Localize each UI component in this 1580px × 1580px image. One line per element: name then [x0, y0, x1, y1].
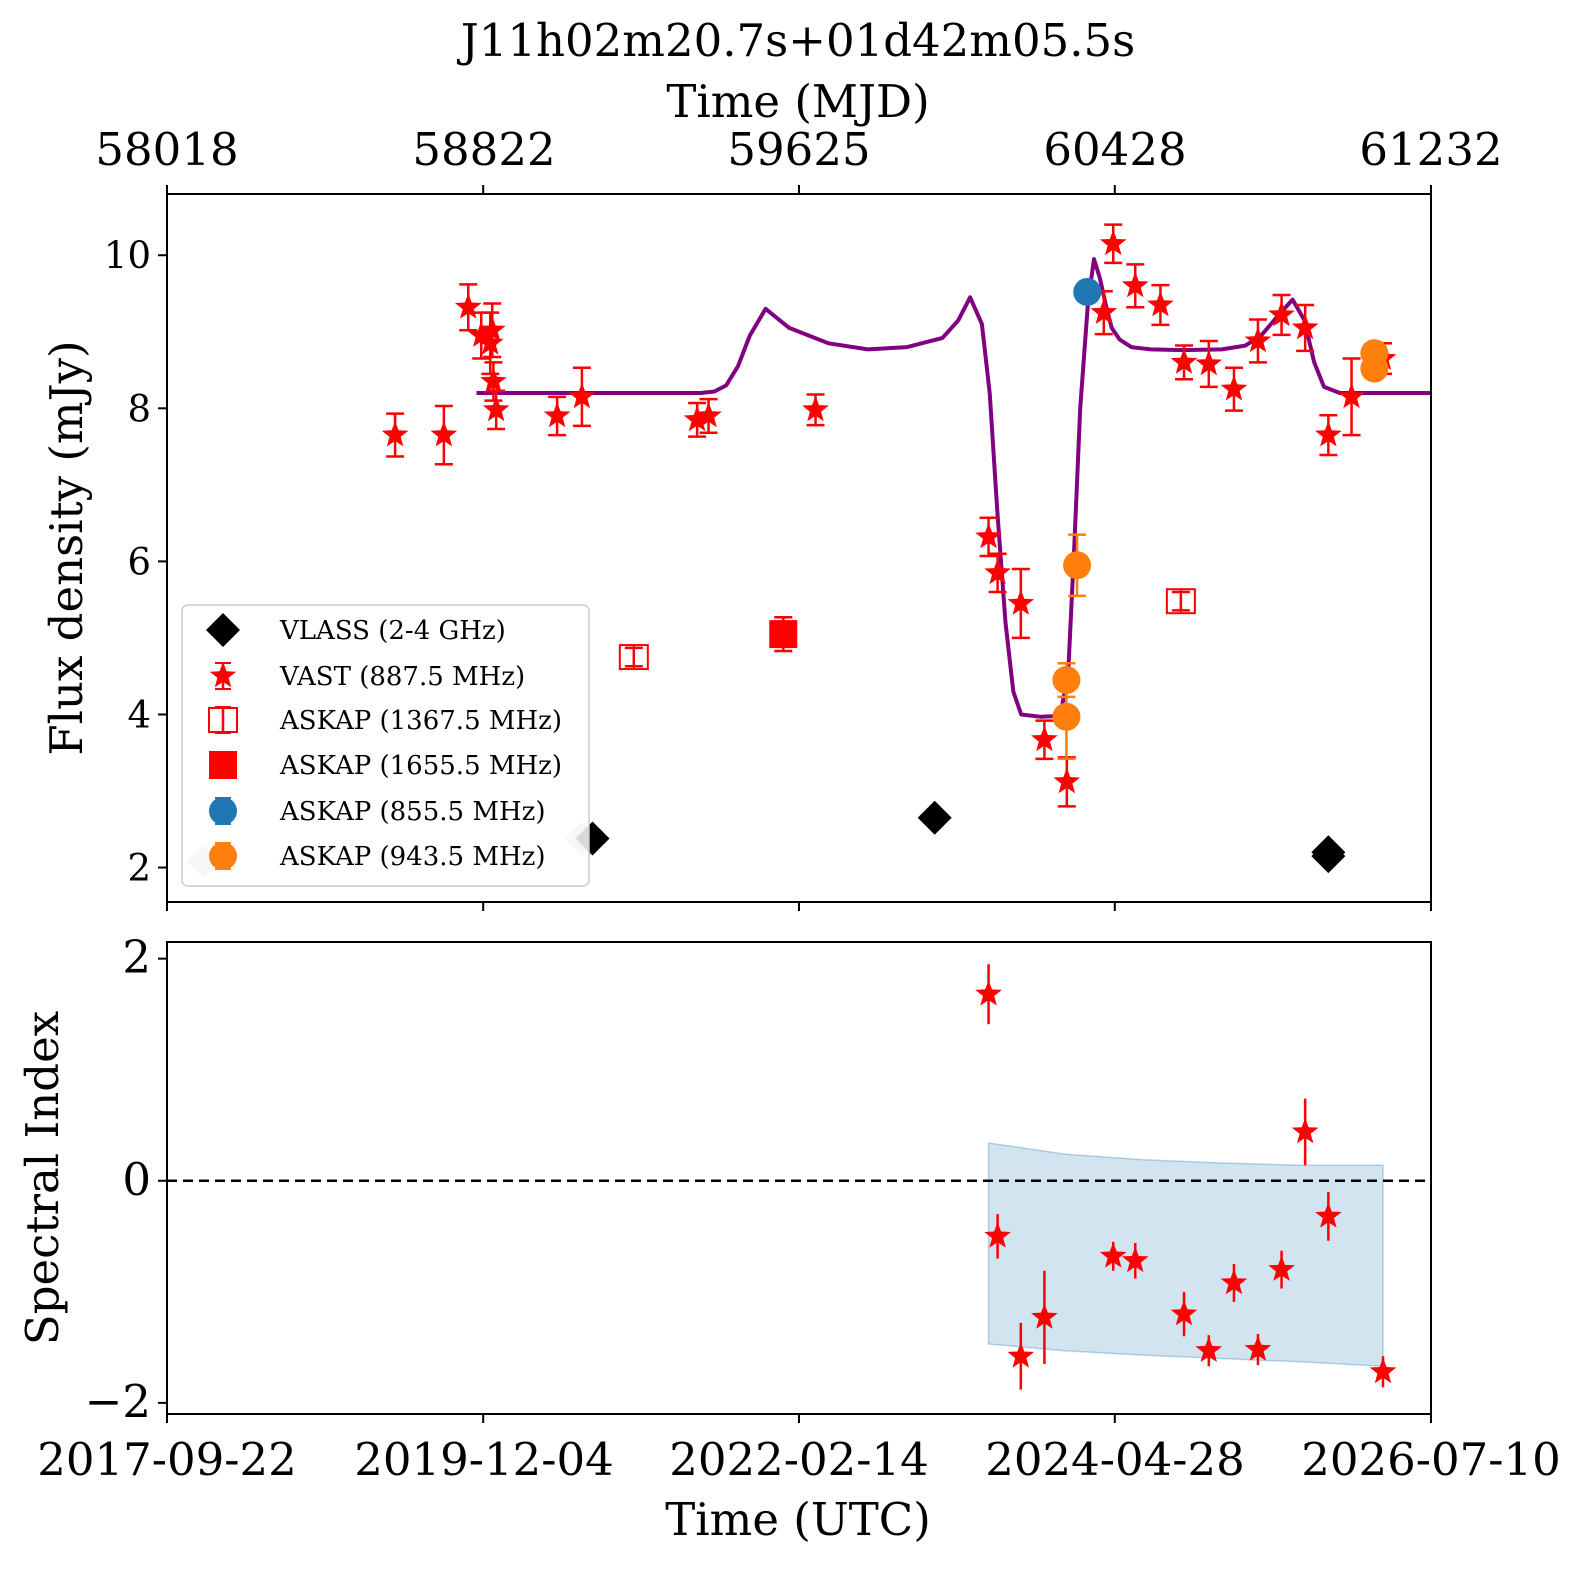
askap_943-point — [1063, 551, 1092, 580]
spectral-index-point — [1268, 1255, 1295, 1281]
flux-tick-label: 6 — [127, 540, 151, 583]
spectral-index-tick-label: −2 — [85, 1375, 151, 1428]
spectral-index-point — [1369, 1357, 1397, 1384]
spectral-index-point — [1220, 1269, 1248, 1295]
utc-tick-label: 2019-12-04 — [354, 1433, 613, 1486]
spectral-index-data-layer — [975, 964, 1397, 1390]
vast-point — [1090, 298, 1118, 324]
vast-point — [467, 321, 495, 347]
mjd-axis-label: Time (MJD) — [666, 75, 929, 128]
vast-point — [381, 421, 409, 447]
legend-entry-label: ASKAP (1655.5 MHz) — [279, 751, 562, 781]
vast-point — [454, 293, 482, 319]
legend-entry-label: VAST (887.5 MHz) — [279, 662, 525, 692]
mjd-tick-label: 58822 — [412, 123, 555, 176]
flux-axis-ticks: 2 4 6 8 10 — [104, 185, 1432, 911]
utc-tick-label: 2024-04-28 — [985, 1433, 1244, 1486]
spectral-index-band-layer — [987, 1142, 1384, 1367]
spectral-index-point — [1315, 1202, 1342, 1228]
spectral-index-point — [1007, 1342, 1035, 1368]
vast-point — [1053, 767, 1081, 794]
vast-point — [1268, 300, 1295, 327]
mjd-tick-label: 60428 — [1043, 123, 1186, 176]
legend: VLASS (2-4 GHz) VAST (887.5 MHz) ASKAP (… — [181, 604, 590, 887]
vast-point — [683, 405, 711, 432]
vast-point — [802, 395, 829, 422]
utc-tick-label: 2022-02-14 — [669, 1433, 928, 1486]
askap_1655-point — [769, 620, 798, 649]
vast-point — [1338, 382, 1365, 409]
vast-point — [1170, 348, 1198, 374]
legend-entry-label: ASKAP (943.5 MHz) — [279, 842, 545, 872]
flux-tick-label: 2 — [127, 847, 151, 890]
vast-point — [430, 421, 458, 447]
vast-point — [568, 382, 596, 409]
spectral-index-point — [1099, 1242, 1127, 1268]
vast-point — [1291, 313, 1319, 340]
spectral-index-band — [987, 1142, 1384, 1367]
vast-point — [1031, 725, 1058, 752]
spectral-index-point — [1244, 1335, 1272, 1361]
utc-axis-ticks: 2017-09-22 2019-12-04 2022-02-14 2024-04… — [37, 1433, 1560, 1486]
vast-point — [695, 402, 722, 428]
flux-axis-label: Flux density (mJy) — [40, 340, 93, 755]
legend-marker-askap_855 — [209, 797, 237, 825]
vast-point — [482, 395, 510, 422]
vast-point — [975, 522, 1002, 549]
mjd-tick-label: 58018 — [95, 123, 238, 176]
flux-tick-label: 4 — [127, 693, 151, 736]
legend-box — [181, 604, 590, 887]
vast-point — [1195, 349, 1223, 376]
spectral-index-point — [1121, 1246, 1149, 1273]
chart-title: J11h02m20.7s+01d42m05.5s — [457, 14, 1136, 67]
askap_943-point — [1360, 354, 1389, 383]
askap_855-point — [1073, 277, 1102, 306]
spectral-index-point — [1291, 1117, 1319, 1144]
flux-panel: 2 4 6 8 10 Flux density (mJy) VLASS (2-4 GHz… — [40, 185, 1432, 911]
spectral-index-point — [1031, 1303, 1058, 1329]
vlass-point — [917, 800, 952, 835]
utc-axis-label: Time (UTC) — [665, 1493, 931, 1546]
legend-entry-label: ASKAP (855.5 MHz) — [279, 797, 545, 827]
legend-entry-label: ASKAP (1367.5 MHz) — [279, 706, 562, 736]
vast-point — [1099, 229, 1127, 256]
mjd-axis-ticks: 58018 58822 59625 60428 61232 — [95, 123, 1502, 176]
vast-point — [1220, 375, 1248, 401]
legend-entry-label: VLASS (2-4 GHz) — [279, 616, 506, 646]
vast-point — [1244, 327, 1272, 353]
vast-point — [1121, 271, 1149, 298]
flux-tick-label: 10 — [104, 234, 151, 277]
askap_943-point — [1052, 702, 1081, 731]
vast-point — [1147, 291, 1174, 317]
utc-tick-label: 2026-07-10 — [1301, 1433, 1560, 1486]
spectral-index-tick-label: 2 — [122, 931, 151, 984]
vlass-point — [1311, 839, 1346, 874]
spectral-index-panel: −2 0 2 Spectral Index — [16, 931, 1432, 1428]
spectral-index-tick-label: 0 — [122, 1153, 151, 1206]
spectral-index-point — [1195, 1336, 1223, 1362]
spectral-index-point — [1170, 1300, 1198, 1326]
vast-point — [1315, 421, 1342, 447]
mjd-tick-label: 61232 — [1359, 123, 1502, 176]
mjd-tick-label: 59625 — [727, 123, 870, 176]
legend-marker-askap_943 — [209, 842, 237, 870]
legend-markers — [206, 613, 240, 870]
spectral-index-axis-ticks: −2 0 2 — [85, 931, 1432, 1428]
legend-marker-askap_1655 — [209, 751, 237, 779]
vast-point — [543, 402, 571, 428]
flux-tick-label: 8 — [127, 387, 151, 430]
legend-marker-vlass — [206, 613, 240, 647]
vast-point — [477, 329, 504, 355]
utc-tick-label: 2017-09-22 — [37, 1433, 296, 1486]
legend-marker-vast — [209, 662, 237, 688]
spectral-index-point — [975, 980, 1002, 1006]
spectral-index-point — [984, 1222, 1011, 1248]
vast-point — [478, 316, 506, 342]
vast-point — [984, 558, 1011, 585]
spectral-index-axis-label: Spectral Index — [16, 1011, 69, 1345]
vast-point — [1007, 589, 1035, 615]
vast-point — [480, 367, 507, 393]
